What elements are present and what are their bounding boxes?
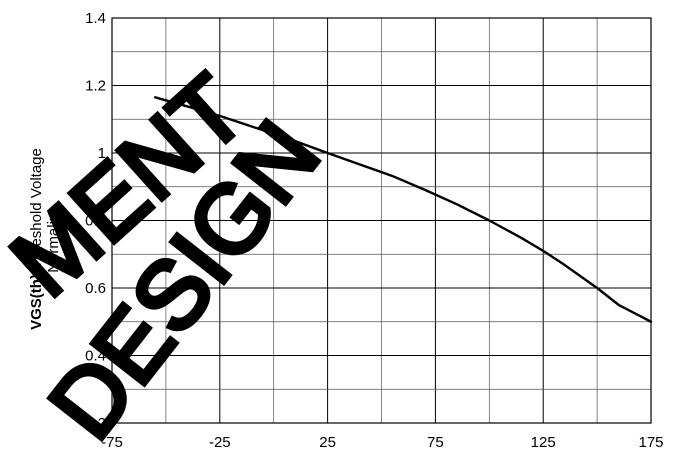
svg-text:VGS(th)-Threshold Voltage: VGS(th)-Threshold Voltage	[28, 148, 45, 330]
x-tick-label: 75	[427, 434, 444, 451]
x-tick-label: 25	[319, 434, 336, 451]
y-axis-title-rest: -Threshold Voltage	[28, 148, 45, 274]
y-axis-title: VGS(th)-Threshold Voltage Normalize	[28, 148, 62, 330]
series-line	[153, 96, 653, 323]
y-axis-title-line2: Normalize	[45, 205, 62, 273]
x-tick-label: 175	[638, 434, 663, 451]
series-layer	[153, 96, 653, 323]
y-tick-label: 1.4	[85, 10, 106, 27]
y-tick-label: 0.6	[85, 280, 106, 297]
x-tick-label: -75	[101, 434, 123, 451]
x-tick-label: 125	[531, 434, 556, 451]
y-tick-labels: 0.2 0.4 0.6 0.8 1 1.2 1.4	[85, 10, 106, 432]
grid-lines	[112, 18, 651, 423]
y-tick-label: 0.8	[85, 213, 106, 230]
plot-frame	[111, 17, 652, 424]
y-tick-label: 0.2	[85, 415, 106, 432]
y-tick-label: 1.2	[85, 78, 106, 95]
y-tick-label: 1	[98, 145, 106, 162]
x-tick-label: -25	[209, 434, 231, 451]
y-axis-title-bold: VGS(th)	[28, 274, 45, 330]
watermark: MENT DESIGN	[0, 53, 342, 459]
x-tick-labels: -75 -25 25 75 125 175	[101, 434, 663, 451]
y-tick-label: 0.4	[85, 348, 106, 365]
